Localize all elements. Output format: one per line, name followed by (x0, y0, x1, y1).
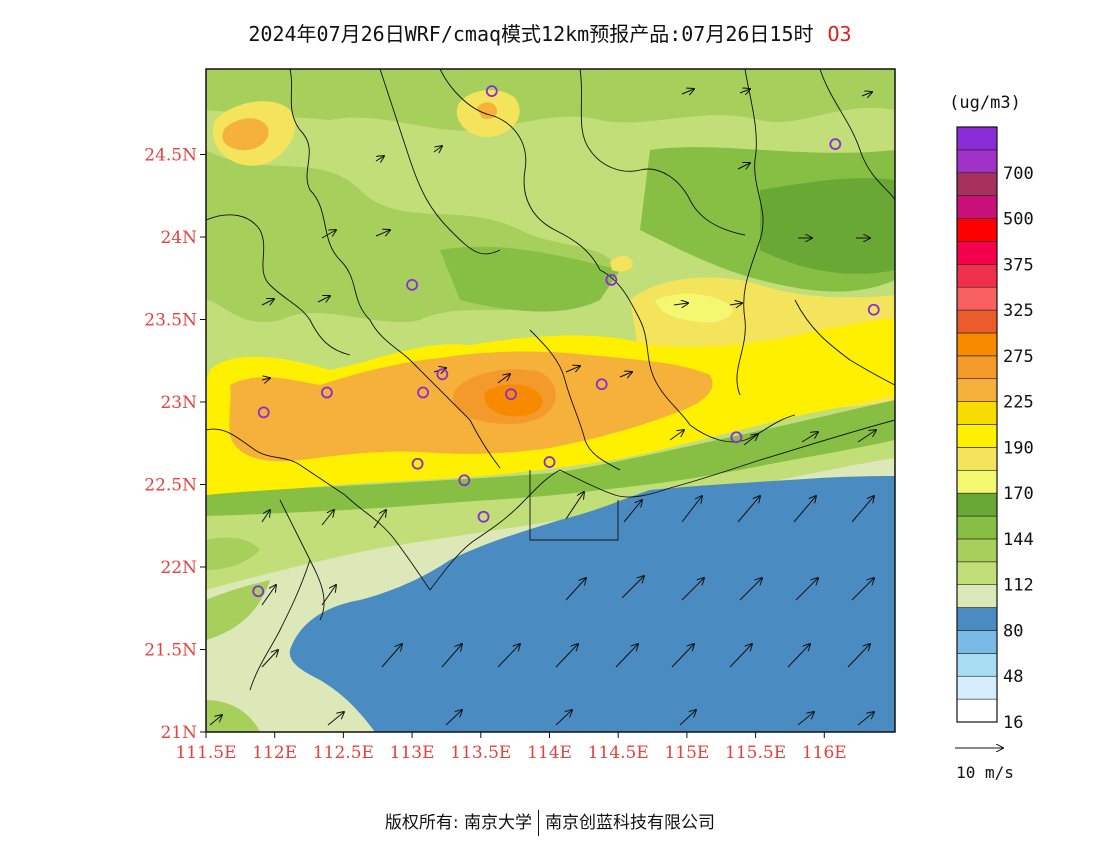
legend-swatch (956, 653, 998, 677)
lon-tick-label: 112.5E (313, 743, 374, 763)
station-marker (257, 406, 270, 419)
lon-tick-label: 112E (252, 743, 297, 763)
concentration-field (206, 69, 895, 732)
station-marker (417, 386, 429, 399)
legend-label: 225 (1003, 393, 1034, 413)
legend-swatch (956, 675, 998, 700)
legend-swatch (956, 332, 998, 357)
legend-label: 48 (1003, 667, 1023, 687)
legend-swatch (956, 309, 998, 334)
lat-tick-label: 24.5N (144, 146, 197, 166)
lon-tick-label: 115E (664, 743, 709, 763)
legend-swatch (956, 630, 998, 654)
lat-tick-label: 21.5N (144, 641, 197, 661)
legend-swatch (956, 172, 998, 196)
station-marker (730, 431, 743, 444)
station-marker (605, 274, 618, 286)
station-marker (867, 303, 880, 316)
legend-swatch (956, 241, 998, 265)
species-label: O3 (827, 22, 852, 46)
boundary-lines (206, 69, 895, 691)
station-marker (477, 510, 490, 523)
legend-swatch (956, 355, 998, 380)
longitude-axis: 111.5E 112E 112.5E 113E 113.5E 114E 114.5E 115E… (175, 732, 847, 763)
latitude-axis: 24.5N 24N 23.5N 23N 22.5N 22N 21.5N 21N (144, 146, 206, 743)
legend-swatch (956, 378, 998, 402)
legend-swatch (956, 218, 998, 242)
wind-reference-label: 10 m/s (956, 763, 1014, 782)
lon-tick-label: 113.5E (450, 743, 511, 763)
legend-label: 170 (1003, 484, 1034, 504)
wind-vectors (209, 89, 876, 726)
legend-label: 80 (1003, 621, 1023, 641)
title-text: 2024年07月26日WRF/cmaq模式12km预报产品:07月26日15时 (248, 22, 814, 46)
legend-label: 190 (1003, 438, 1034, 458)
legend-swatch (956, 538, 998, 563)
lon-tick-label: 116E (802, 743, 847, 763)
legend-swatch (956, 584, 998, 608)
station-marker (436, 368, 449, 381)
station-marker (411, 457, 424, 470)
lon-tick-label: 115.5E (725, 743, 786, 763)
legend-swatch (956, 698, 998, 723)
legend-colorbar: 16 48 80 112 144 170 190 225 275 325 375 500 700 (956, 126, 1034, 733)
legend-swatch (956, 469, 998, 494)
legend-label: 16 (1003, 713, 1023, 733)
legend-swatch (956, 195, 998, 219)
copyright-text: 版权所有: 南京大学 (384, 813, 533, 833)
station-marker (406, 278, 419, 291)
lat-tick-label: 23N (160, 393, 197, 413)
legend-label: 144 (1003, 530, 1034, 550)
station-marker (543, 456, 556, 468)
legend-swatch (956, 264, 998, 288)
chart-title: 2024年07月26日WRF/cmaq模式12km预报产品:07月26日15时 O… (0, 18, 1100, 47)
legend-frame (956, 126, 998, 723)
legend-swatch (956, 286, 998, 311)
lat-tick-label: 24N (160, 228, 197, 248)
legend-swatch (956, 492, 998, 517)
station-marker (252, 585, 265, 598)
legend-swatch (956, 401, 998, 425)
lat-tick-label: 22.5N (144, 476, 197, 496)
legend-label: 275 (1003, 347, 1034, 367)
legend-label: 700 (1003, 164, 1034, 184)
footer: 版权所有: 南京大学 南京创蓝科技有限公司 (0, 808, 1100, 836)
legend-swatch (956, 149, 998, 174)
legend-swatch (956, 126, 998, 151)
station-marker (829, 138, 842, 151)
station-markers (252, 85, 880, 598)
footer-divider (538, 810, 540, 836)
legend-swatch (956, 515, 998, 540)
station-marker (458, 474, 471, 487)
lon-tick-label: 111.5E (175, 743, 236, 763)
lon-tick-label: 114.5E (588, 743, 649, 763)
station-marker (595, 378, 608, 391)
legend-swatch (956, 607, 998, 631)
lon-tick-label: 113E (390, 743, 435, 763)
lat-tick-label: 21N (160, 723, 197, 743)
station-marker (485, 85, 498, 98)
station-marker (321, 386, 333, 399)
legend-label: 325 (1003, 301, 1034, 321)
lon-tick-label: 114E (527, 743, 572, 763)
legend-label: 112 (1003, 576, 1034, 596)
legend-unit: (ug/m3) (949, 93, 1021, 113)
legend-label: 375 (1003, 255, 1034, 275)
lat-tick-label: 23.5N (144, 311, 197, 331)
station-marker (505, 388, 517, 401)
company-text: 南京创蓝科技有限公司 (545, 813, 716, 833)
lat-tick-label: 22N (160, 558, 197, 578)
plot-frame (205, 68, 896, 733)
legend-swatch (956, 447, 998, 471)
legend-swatch (956, 561, 998, 585)
legend-label: 500 (1003, 210, 1034, 230)
legend-swatch (956, 424, 998, 448)
